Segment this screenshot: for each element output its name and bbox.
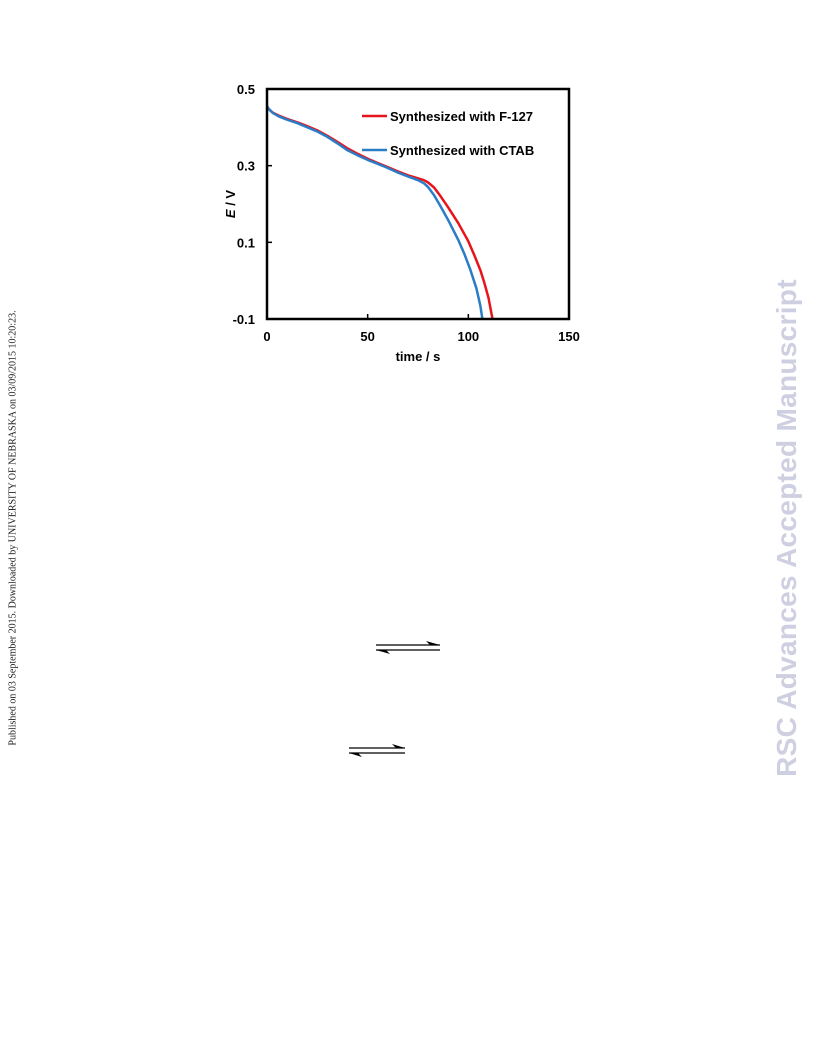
legend: Synthesized with F-127 Synthesized with … [362,109,534,158]
series-layer [265,105,494,320]
x-axis-label: time / s [396,349,441,364]
y-tick-label: 0.3 [237,159,255,174]
y-axis-label-unit: / V [223,190,238,210]
y-axis-label: E / V [223,190,238,219]
tick-layer: 0 50 100 150 -0.1 0.1 0.3 0.5 [233,82,580,344]
legend-label-f127: Synthesized with F-127 [390,109,533,124]
plot-frame [265,87,571,321]
y-tick-label: -0.1 [233,312,255,327]
series-line-f127 [265,105,494,320]
x-tick-label: 50 [360,329,374,344]
x-tick-label: 0 [263,329,270,344]
series-line-ctab [265,105,484,320]
y-tick-label: 0.5 [237,82,255,97]
y-axis-label-symbol: E [223,209,238,218]
x-tick-label: 100 [457,329,479,344]
y-tick-label: 0.1 [237,235,255,250]
x-tick-label: 150 [558,329,580,344]
legend-label-ctab: Synthesized with CTAB [390,143,534,158]
equilibrium-arrow-icon [376,641,440,654]
equilibrium-arrow-icon [349,744,405,757]
